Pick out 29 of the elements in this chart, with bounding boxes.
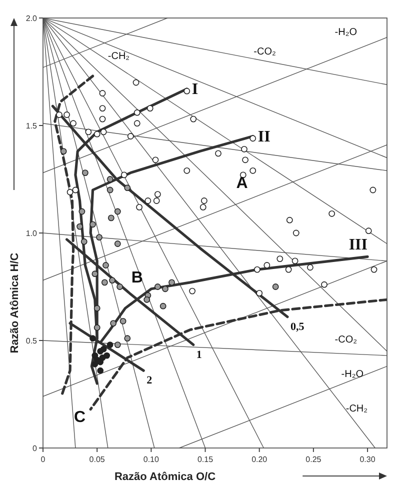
x-tick-label: 0.10 <box>143 455 160 464</box>
annotation: -H₂O <box>334 27 358 38</box>
x-tick-label: 0.20 <box>252 455 268 464</box>
annotation: -H₂O <box>341 369 364 380</box>
annotation: -CH₂ <box>108 50 130 62</box>
annotation: -CH₂ <box>346 403 368 414</box>
x-tick-label: 0.30 <box>360 455 376 464</box>
x-tick-label: 0.25 <box>306 455 322 464</box>
y-tick-label: 0 <box>32 444 38 453</box>
y-tick-label: 2.0 <box>26 14 38 23</box>
annotation: A <box>236 174 248 192</box>
annotation: -CO₂ <box>254 46 276 58</box>
series-label: III <box>348 236 368 254</box>
series-label: 0,5 <box>290 320 305 333</box>
x-tick-label: 0.15 <box>197 455 214 464</box>
x-axis-title: Razão Atômica O/C <box>114 471 216 483</box>
annotation: B <box>131 269 143 286</box>
y-tick-label: 1.0 <box>26 229 38 238</box>
y-tick-label: 0.5 <box>26 336 38 346</box>
series-label: 2 <box>146 374 153 387</box>
series-label: 1 <box>196 348 202 361</box>
series-label: I <box>192 80 198 98</box>
x-tick-label: 0.05 <box>89 455 106 464</box>
x-tick-label: 0 <box>40 455 46 464</box>
y-axis-title: Razão Atômica H/C <box>9 252 21 354</box>
annotation: -CO₂ <box>334 334 358 346</box>
annotation: C <box>74 409 86 426</box>
y-tick-label: 1.5 <box>26 122 38 130</box>
series-label: II <box>258 128 270 146</box>
